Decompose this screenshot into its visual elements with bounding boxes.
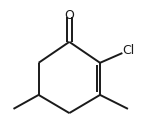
- Text: O: O: [64, 9, 74, 22]
- Text: Cl: Cl: [122, 44, 134, 57]
